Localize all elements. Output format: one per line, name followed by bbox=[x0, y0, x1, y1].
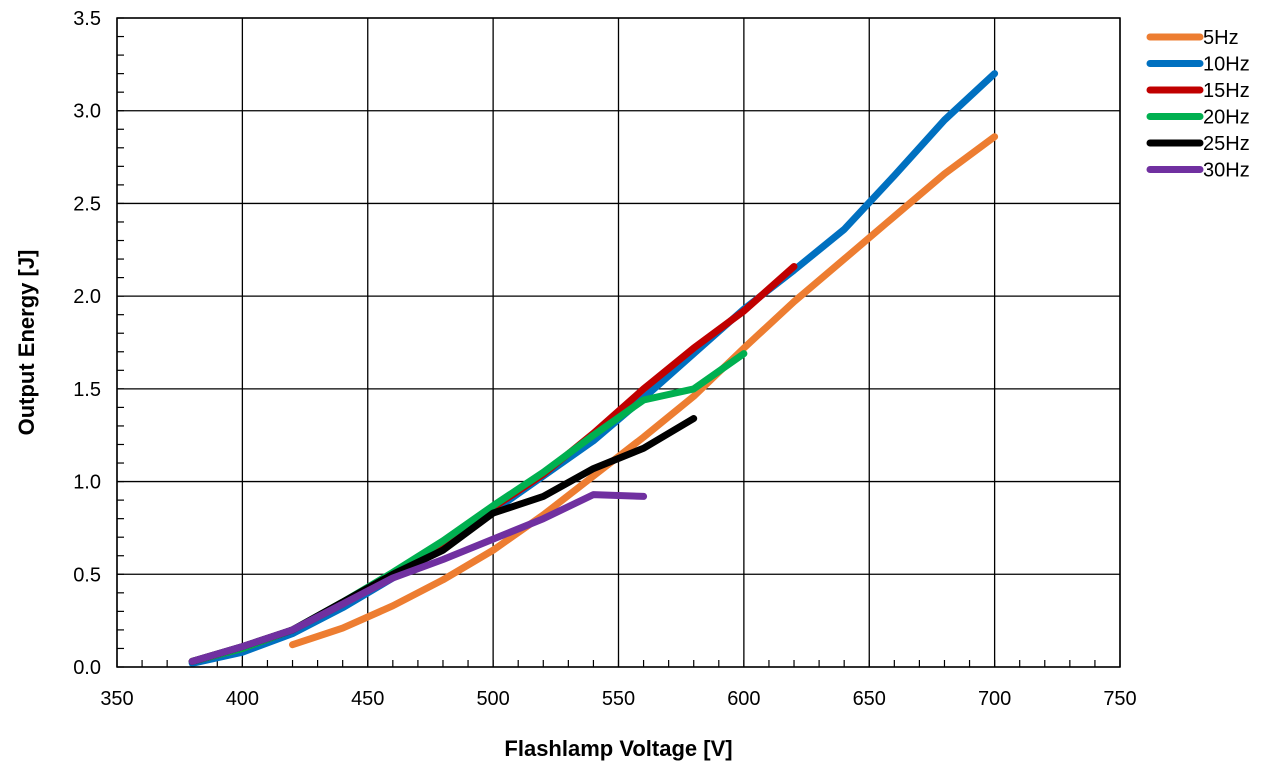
legend-label-10hz: 10Hz bbox=[1203, 54, 1250, 76]
y-tick-label: 0.5 bbox=[73, 564, 101, 586]
y-tick-label: 3.0 bbox=[73, 101, 101, 123]
x-tick-label: 400 bbox=[226, 688, 259, 710]
y-tick-label: 0.0 bbox=[73, 657, 101, 679]
y-tick-label: 3.5 bbox=[73, 8, 101, 30]
legend: 5Hz 10Hz 15Hz 20Hz 25Hz 30Hz bbox=[1146, 27, 1250, 182]
series-line-5hz bbox=[289, 133, 999, 649]
legend-label-20hz: 20Hz bbox=[1203, 107, 1250, 129]
x-tick-label: 500 bbox=[476, 688, 509, 710]
legend-label-15hz: 15Hz bbox=[1203, 80, 1250, 102]
x-tick-labels: 350 400 450 500 550 600 650 700 750 bbox=[100, 688, 1136, 710]
minor-ticks bbox=[116, 17, 1121, 668]
y-tick-label: 2.5 bbox=[73, 193, 101, 215]
x-tick-label: 750 bbox=[1103, 688, 1136, 710]
legend-label-30hz: 30Hz bbox=[1203, 160, 1250, 182]
series-line-30hz bbox=[188, 491, 648, 665]
y-tick-label: 1.0 bbox=[73, 472, 101, 494]
y-axis-title: Output Energy [J] bbox=[14, 250, 39, 436]
x-tick-label: 450 bbox=[351, 688, 384, 710]
legend-label-25hz: 25Hz bbox=[1203, 133, 1250, 155]
x-tick-label: 700 bbox=[978, 688, 1011, 710]
x-tick-label: 350 bbox=[100, 688, 133, 710]
y-tick-labels: 0.0 0.5 1.0 1.5 2.0 2.5 3.0 3.5 bbox=[73, 8, 101, 679]
legend-label-5hz: 5Hz bbox=[1203, 27, 1239, 49]
x-tick-label: 550 bbox=[602, 688, 635, 710]
y-tick-label: 2.0 bbox=[73, 286, 101, 308]
x-tick-label: 650 bbox=[853, 688, 886, 710]
x-tick-label: 600 bbox=[727, 688, 760, 710]
series-layer bbox=[188, 70, 999, 667]
plot-area-frame bbox=[116, 17, 1121, 668]
y-tick-label: 1.5 bbox=[73, 379, 101, 401]
x-axis-title: Flashlamp Voltage [V] bbox=[504, 736, 732, 761]
